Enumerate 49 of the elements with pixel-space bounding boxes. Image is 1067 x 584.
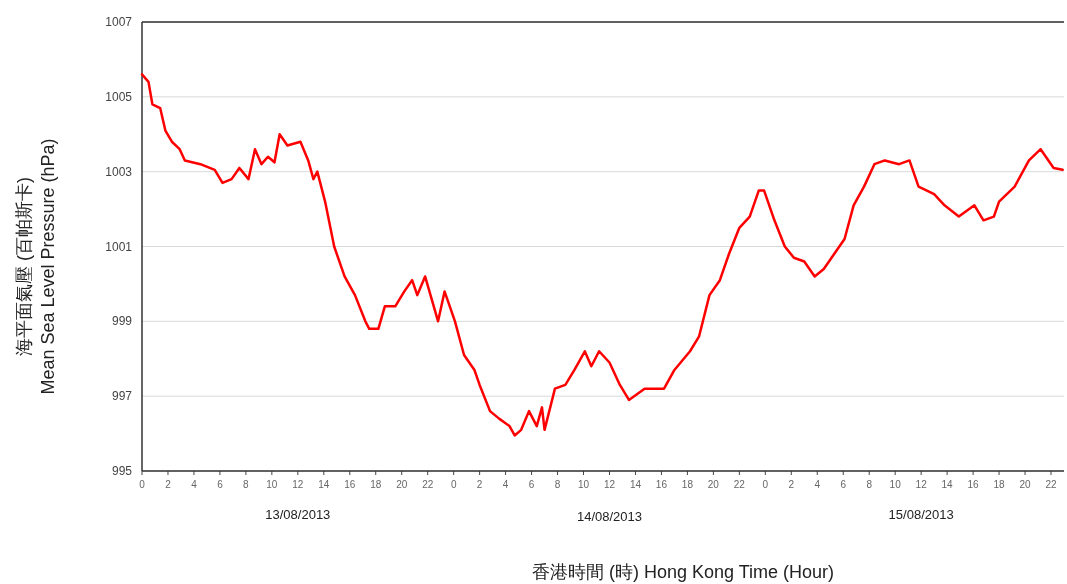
x-tick-label: 10	[577, 479, 590, 490]
y-tick-label: 999	[111, 314, 133, 329]
x-tick-label: 0	[762, 479, 769, 490]
x-tick-label: 12	[915, 479, 928, 490]
x-tick-label: 12	[292, 479, 304, 490]
x-tick-label: 20	[707, 479, 720, 490]
x-tick-label: 22	[422, 479, 434, 490]
x-tick-label: 6	[528, 479, 535, 490]
line-series	[140, 73, 1064, 437]
x-tick-label: 2	[165, 479, 172, 490]
text: 13/08/2013	[265, 507, 331, 522]
x-tick-label: 8	[866, 479, 873, 490]
x-tick-label: 16	[655, 479, 668, 490]
x-tick-label: 6	[840, 479, 847, 490]
x-tick-label: 14	[318, 479, 330, 490]
x-tick-label: 18	[370, 479, 382, 490]
x-tick-label: 14	[941, 479, 954, 490]
x-tick-label: 20	[396, 479, 408, 490]
x-tick-label: 18	[681, 479, 694, 490]
y-tick-label: 1005	[105, 89, 133, 104]
y-tick-label: 995	[111, 464, 133, 478]
x-tick-label: 20	[1019, 479, 1032, 490]
x-tick-label: 10	[266, 479, 278, 490]
x-tick-label: 8	[243, 479, 250, 490]
x-tick-label: 18	[993, 479, 1006, 490]
text: 14/08/2013	[576, 509, 643, 524]
x-tick-label: 4	[814, 479, 821, 490]
x-tick-label: 0	[139, 479, 146, 490]
y-tick-label: 997	[111, 389, 133, 404]
x-axis-title: 香港時間 (時) Hong Kong Time (Hour)	[531, 562, 835, 582]
x-tick-label: 6	[217, 479, 224, 490]
x-tick-label: 2	[476, 479, 483, 490]
x-tick-label: 22	[733, 479, 746, 490]
x-tick-label: 16	[967, 479, 980, 490]
x-tick-label: 14	[629, 479, 642, 490]
x-tick-label: 8	[554, 479, 561, 490]
y-tick-label: 1007	[105, 15, 133, 29]
x-tick-label: 12	[603, 479, 616, 490]
x-tick-label: 22	[1045, 479, 1058, 490]
x-tick-label: 16	[344, 479, 356, 490]
x-tick-label: 0	[450, 479, 457, 490]
x-tick-label: 4	[502, 479, 509, 490]
y-axis-title: 海平面氣壓 (百帕斯卡) Mean Sea Level Pressure (hPa)	[14, 138, 58, 395]
x-tick-label: 4	[191, 479, 198, 490]
y-tick-label: 1001	[105, 239, 133, 254]
x-tick-label: 10	[889, 479, 902, 490]
x-tick-label: 2	[788, 479, 795, 490]
text: 15/08/2013	[888, 507, 954, 522]
y-tick-label: 1003	[105, 164, 133, 179]
